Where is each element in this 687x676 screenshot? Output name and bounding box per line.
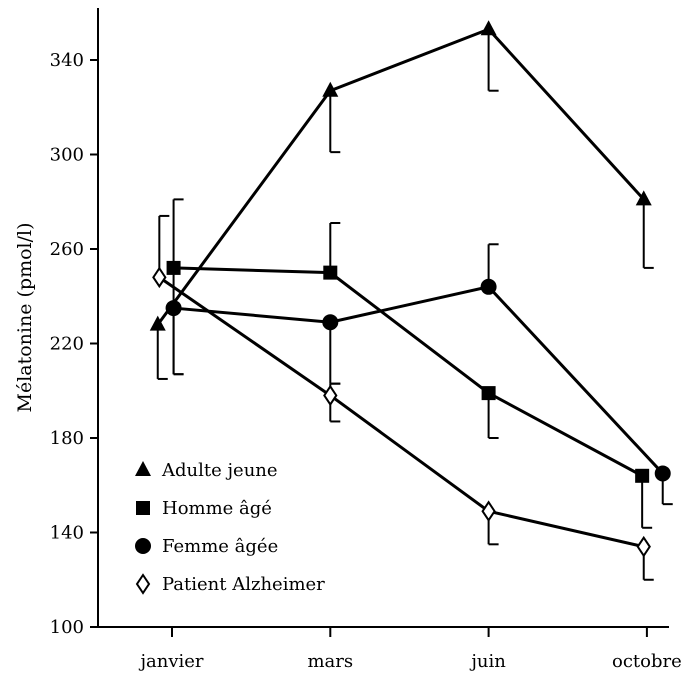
- legend-label-diamond: Patient Alzheimer: [162, 574, 325, 595]
- data-point-square: [481, 386, 496, 401]
- legend-marker-triangle: [135, 461, 151, 476]
- series-markers: [149, 20, 671, 558]
- series-line-square: [173, 266, 643, 478]
- series-line-diamond: [158, 276, 645, 549]
- data-point-diamond: [152, 266, 167, 289]
- legend-marker-diamond: [135, 573, 151, 595]
- data-point-triangle: [149, 315, 166, 331]
- axes: 100 140 180 220 260 300 340 janvier mars juin octo…: [14, 8, 682, 672]
- x-tick-label: janvier: [138, 651, 203, 672]
- x-tick-label: juin: [469, 651, 506, 672]
- legend-label-circle: Femme âgée: [162, 536, 278, 557]
- y-tick-label: 340: [50, 50, 84, 71]
- data-point-circle: [480, 278, 497, 295]
- data-point-circle: [322, 314, 339, 331]
- data-point-square: [635, 468, 650, 483]
- data-point-square: [323, 265, 338, 280]
- data-point-triangle: [480, 20, 497, 36]
- legend-label-square: Homme âgé: [162, 498, 272, 519]
- x-tick-label: octobre: [612, 651, 682, 672]
- data-point-diamond: [323, 384, 338, 407]
- data-point-diamond: [481, 500, 496, 523]
- y-tick-label: 140: [50, 523, 84, 544]
- data-point-diamond: [636, 535, 651, 558]
- data-point-triangle: [322, 81, 339, 97]
- data-point-square: [166, 260, 181, 275]
- x-tick-label: mars: [307, 651, 353, 672]
- data-point-circle: [654, 465, 671, 482]
- legend-marker-circle: [135, 538, 151, 554]
- y-tick-label: 220: [50, 334, 84, 355]
- legend-marker-square: [136, 501, 150, 515]
- y-tick-label: 300: [50, 145, 84, 166]
- y-tick-label: 260: [50, 239, 84, 260]
- legend: Adulte jeune Homme âgé Femme âgée Patient A…: [135, 460, 325, 595]
- data-point-triangle: [635, 190, 652, 206]
- legend-label-triangle: Adulte jeune: [161, 460, 278, 481]
- series-line-triangle: [156, 27, 645, 326]
- series-line-circle: [173, 285, 664, 475]
- y-tick-label: 180: [50, 428, 84, 449]
- data-point-circle: [165, 300, 182, 317]
- y-axis-title: Mélatonine (pmol/l): [14, 222, 36, 412]
- y-tick-label: 100: [50, 617, 84, 638]
- series-lines: [156, 27, 664, 549]
